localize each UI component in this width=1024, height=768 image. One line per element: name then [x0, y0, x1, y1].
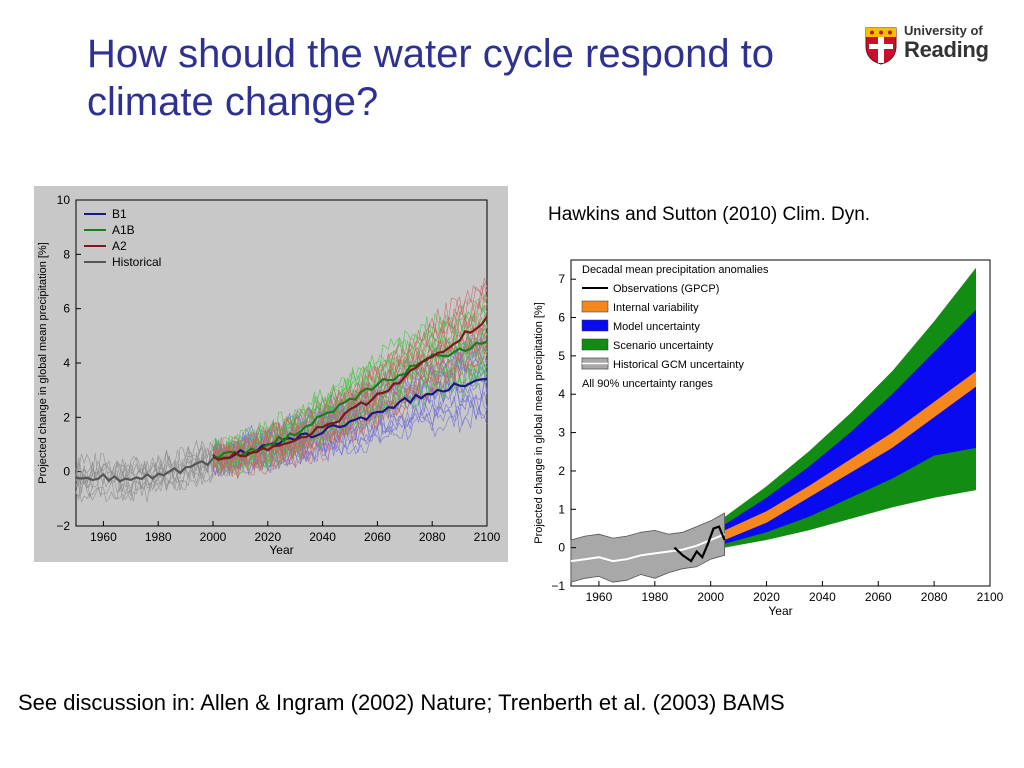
y-tick-label: 2: [558, 464, 565, 478]
legend-label: Observations (GPCP): [613, 283, 719, 295]
legend-label: Historical: [112, 255, 161, 269]
slide-title: How should the water cycle respond to cl…: [87, 30, 787, 126]
legend-label: Historical GCM uncertainty: [613, 359, 744, 371]
x-tick-label: 2020: [254, 530, 281, 544]
legend-swatch: [582, 339, 608, 350]
x-tick-label: 2060: [364, 530, 391, 544]
y-tick-label: 3: [558, 426, 565, 440]
y-tick-label: 6: [63, 302, 70, 316]
x-axis-label: Year: [269, 543, 293, 557]
logo-wordmark: University of Reading: [904, 24, 1004, 62]
x-tick-label: 2100: [474, 530, 501, 544]
uncertainty-fan-chart: 1960 1980 2000 2020 2040 2060 2080 2100 −1 0 1 2 3 4 5…: [528, 252, 1018, 624]
legend-label: Internal variability: [613, 302, 699, 314]
legend-label: Scenario uncertainty: [613, 340, 714, 352]
x-tick-label: 1960: [90, 530, 117, 544]
y-tick-label: 2: [63, 410, 70, 424]
y-tick-label: 4: [558, 387, 565, 401]
logo-line-2: Reading: [904, 38, 1004, 62]
y-tick-label: −1: [551, 579, 565, 593]
legend-label: B1: [112, 207, 127, 221]
y-tick-label: 7: [558, 272, 565, 286]
legend-swatch: [582, 320, 608, 331]
legend-title: Decadal mean precipitation anomalies: [582, 264, 769, 276]
x-tick-label: 2000: [697, 590, 724, 604]
legend-label: Model uncertainty: [613, 321, 700, 333]
x-tick-label: 1980: [641, 590, 668, 604]
legend-label: A1B: [112, 223, 135, 237]
y-tick-label: 8: [63, 247, 70, 261]
x-tick-label: 2060: [865, 590, 892, 604]
x-tick-label: 2100: [977, 590, 1004, 604]
legend-label: A2: [112, 239, 127, 253]
x-tick-label: 1960: [586, 590, 613, 604]
y-axis-label: Projected change in global mean precipit…: [533, 302, 545, 544]
y-tick-label: 6: [558, 311, 565, 325]
y-tick-label: 0: [558, 541, 565, 555]
reading-crest-icon: [864, 26, 898, 66]
x-tick-label: 2080: [419, 530, 446, 544]
citation-text: Hawkins and Sutton (2010) Clim. Dyn.: [548, 204, 870, 226]
scenario-projection-chart: 1960 1980 2000 2020 2040 2060 2080 2100 −2 0 2 4 6 8 1…: [34, 186, 508, 562]
x-tick-label: 2040: [809, 590, 836, 604]
x-tick-label: 2040: [309, 530, 336, 544]
y-axis-label: Projected change in global mean precipit…: [37, 242, 49, 484]
x-axis-label: Year: [768, 604, 792, 618]
legend-swatch: [582, 301, 608, 312]
x-tick-label: 2000: [200, 530, 227, 544]
y-tick-label: 4: [63, 356, 70, 370]
y-tick-label: 1: [558, 502, 565, 516]
footer-references: See discussion in: Allen & Ingram (2002)…: [18, 690, 785, 716]
y-tick-label: 0: [63, 465, 70, 479]
legend-note: All 90% uncertainty ranges: [582, 378, 713, 390]
x-tick-label: 2080: [921, 590, 948, 604]
y-tick-label: 5: [558, 349, 565, 363]
x-tick-label: 2020: [753, 590, 780, 604]
university-logo: University of Reading: [864, 24, 1004, 74]
y-tick-label: 10: [57, 193, 71, 207]
x-tick-label: 1980: [145, 530, 172, 544]
y-tick-label: −2: [56, 519, 70, 533]
logo-line-1: University of: [904, 24, 1004, 38]
